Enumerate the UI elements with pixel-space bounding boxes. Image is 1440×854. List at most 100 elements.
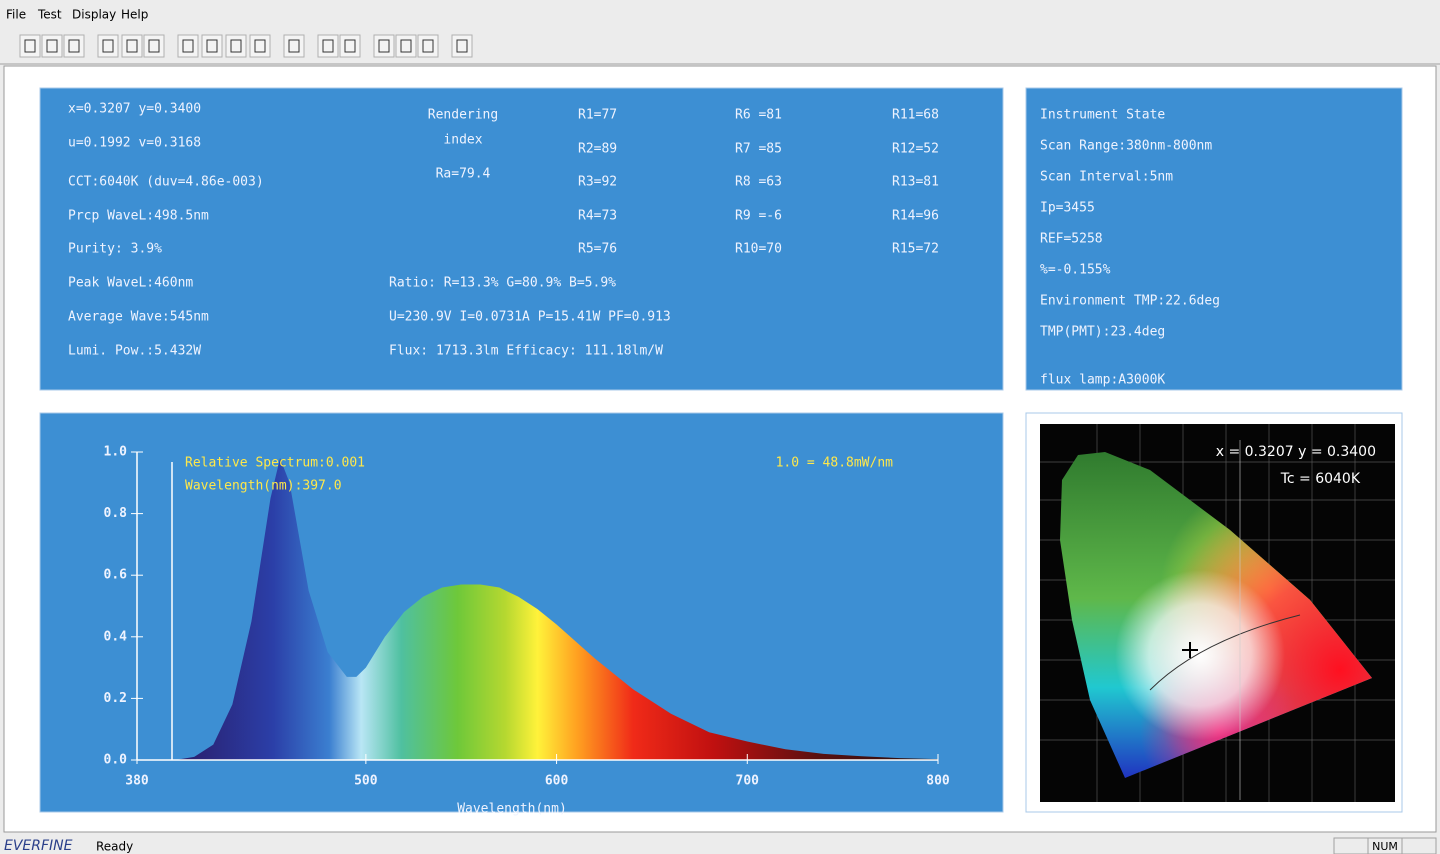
results-panel bbox=[39, 87, 1004, 391]
toolbar-button[interactable] bbox=[395, 34, 417, 58]
y-tick-label: 1.0 bbox=[104, 445, 128, 460]
button-face bbox=[249, 34, 271, 58]
x-tick-label: 800 bbox=[926, 774, 950, 789]
instrument-panel bbox=[1025, 87, 1403, 391]
button-face bbox=[97, 34, 119, 58]
button-glyph bbox=[46, 39, 58, 53]
planckian-locus bbox=[1149, 614, 1301, 691]
r-value: R11=68 bbox=[892, 108, 939, 123]
toolbar-button[interactable] bbox=[19, 34, 41, 58]
button-glyph bbox=[254, 39, 266, 53]
y-tick-label: 0.8 bbox=[104, 506, 128, 521]
cie-marker bbox=[1182, 642, 1198, 658]
button-face bbox=[317, 34, 339, 58]
menu-item[interactable]: Display bbox=[72, 8, 116, 22]
x-tick-label: 380 bbox=[125, 774, 149, 789]
toolbar-button[interactable] bbox=[177, 34, 199, 58]
toolbar-button[interactable] bbox=[63, 34, 85, 58]
toolbar-button[interactable] bbox=[283, 34, 305, 58]
electrical-text: Flux: 1713.3lm Efficacy: 111.18lm/W bbox=[389, 344, 663, 359]
r-value: R6 =81 bbox=[735, 108, 782, 123]
instrument-text: Instrument State bbox=[1040, 108, 1165, 123]
toolbar-button[interactable] bbox=[451, 34, 473, 58]
result-text: Peak WaveL:460nm bbox=[68, 276, 193, 291]
button-face bbox=[339, 34, 361, 58]
toolbar-button[interactable] bbox=[249, 34, 271, 58]
button-glyph bbox=[68, 39, 80, 53]
button-face bbox=[225, 34, 247, 58]
spectrum-chart: 0.0 0.2 0.4 0.6 0.8 1.0 380 500 600 700 800 Wavelen… bbox=[104, 445, 950, 817]
r-value: R4=73 bbox=[578, 209, 617, 224]
result-text: u=0.1992 v=0.3168 bbox=[68, 136, 201, 151]
r-value: R15=72 bbox=[892, 242, 939, 257]
button-face bbox=[451, 34, 473, 58]
button-glyph bbox=[230, 39, 242, 53]
button-face bbox=[417, 34, 439, 58]
instrument-text: TMP(PMT):23.4deg bbox=[1040, 325, 1165, 340]
result-text: Average Wave:545nm bbox=[68, 310, 209, 325]
result-text: Lumi. Pow.:5.432W bbox=[68, 344, 201, 359]
menu-item[interactable]: Test bbox=[37, 8, 62, 22]
spectrum-area bbox=[137, 458, 938, 760]
toolbar-button[interactable] bbox=[201, 34, 223, 58]
button-glyph bbox=[400, 39, 412, 53]
r-value: R2=89 bbox=[578, 142, 617, 157]
button-glyph bbox=[422, 39, 434, 53]
button-face bbox=[121, 34, 143, 58]
toolbar-button[interactable] bbox=[339, 34, 361, 58]
instrument-text: Ip=3455 bbox=[1040, 201, 1095, 216]
button-face bbox=[143, 34, 165, 58]
instrument-text: %=-0.155% bbox=[1040, 263, 1111, 278]
status-num: NUM bbox=[1372, 840, 1398, 853]
button-glyph bbox=[24, 39, 36, 53]
brand: EVERFINE bbox=[4, 838, 73, 854]
r-value: R9 =-6 bbox=[735, 209, 782, 224]
button-face bbox=[41, 34, 63, 58]
button-face bbox=[177, 34, 199, 58]
status-text: Ready bbox=[96, 840, 133, 854]
toolbar-button[interactable] bbox=[41, 34, 63, 58]
electrical-text: Ratio: R=13.3% G=80.9% B=5.9% bbox=[389, 276, 616, 291]
y-tick-label: 0.2 bbox=[104, 691, 127, 706]
button-face bbox=[63, 34, 85, 58]
menu-item[interactable]: Help bbox=[121, 8, 148, 22]
electrical-text: U=230.9V I=0.0731A P=15.41W PF=0.913 bbox=[389, 310, 671, 325]
menu-item[interactable]: File bbox=[6, 8, 26, 22]
cie-coordinates: x = 0.3207 y = 0.3400 bbox=[1216, 444, 1376, 460]
button-face bbox=[201, 34, 223, 58]
r-value: R12=52 bbox=[892, 142, 939, 157]
status-cell bbox=[1401, 837, 1437, 854]
instrument-text: Scan Range:380nm-800nm bbox=[1040, 139, 1212, 154]
spectrum-annotation: 1.0 = 48.8mW/nm bbox=[776, 456, 894, 471]
button-face bbox=[373, 34, 395, 58]
button-glyph bbox=[344, 39, 356, 53]
toolbar-button[interactable] bbox=[143, 34, 165, 58]
cie-cct: Tc = 6040K bbox=[1280, 471, 1361, 487]
button-glyph bbox=[102, 39, 114, 53]
toolbar-button[interactable] bbox=[373, 34, 395, 58]
button-face bbox=[395, 34, 417, 58]
button-glyph bbox=[322, 39, 334, 53]
toolbar-button[interactable] bbox=[97, 34, 119, 58]
y-tick-label: 0.4 bbox=[104, 629, 128, 644]
r-value: R7 =85 bbox=[735, 142, 782, 157]
instrument-text: flux lamp:A3000K bbox=[1040, 373, 1165, 388]
x-tick-label: 700 bbox=[736, 774, 760, 789]
r-value: R14=96 bbox=[892, 209, 939, 224]
menu-bar bbox=[0, 0, 1440, 28]
button-glyph bbox=[378, 39, 390, 53]
r-value: R10=70 bbox=[735, 242, 782, 257]
result-text: Purity: 3.9% bbox=[68, 242, 162, 257]
toolbar-button[interactable] bbox=[225, 34, 247, 58]
result-text: Prcp WaveL:498.5nm bbox=[68, 209, 209, 224]
toolbar-button[interactable] bbox=[317, 34, 339, 58]
toolbar-button[interactable] bbox=[121, 34, 143, 58]
r-value: R1=77 bbox=[578, 108, 617, 123]
y-tick-label: 0.6 bbox=[104, 568, 128, 583]
toolbar-button[interactable] bbox=[417, 34, 439, 58]
button-face bbox=[19, 34, 41, 58]
instrument-text: REF=5258 bbox=[1040, 232, 1103, 247]
result-text: x=0.3207 y=0.3400 bbox=[68, 102, 201, 117]
